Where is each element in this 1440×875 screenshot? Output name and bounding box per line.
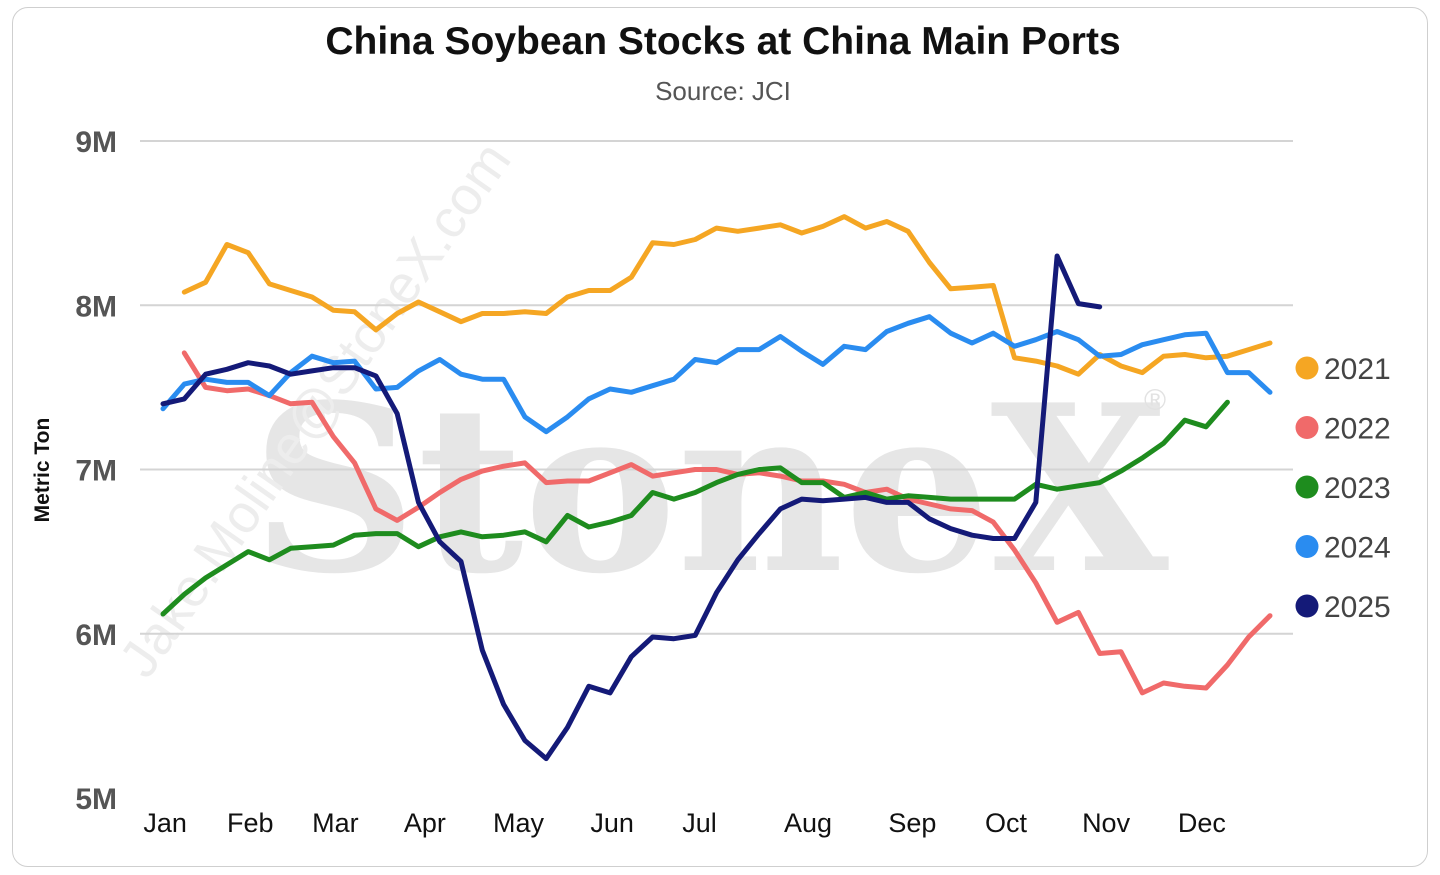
chart-subtitle: Source: JCI — [655, 76, 791, 106]
legend-marker-2021 — [1295, 356, 1319, 380]
legend-item-2025[interactable]: 2025 — [1295, 591, 1391, 624]
legend-label-2021: 2021 — [1324, 353, 1391, 386]
legend-item-2023[interactable]: 2023 — [1295, 472, 1391, 505]
x-tick-label-jul: Jul — [682, 808, 717, 838]
legend-marker-2024 — [1295, 535, 1319, 558]
chart-title: China Soybean Stocks at China Main Ports — [325, 20, 1120, 63]
y-tick-label: 8M — [75, 290, 117, 323]
legend-label-2023: 2023 — [1324, 472, 1391, 505]
series-line-2021 — [181, 214, 1273, 377]
legend-item-2024[interactable]: 2024 — [1295, 532, 1391, 565]
x-tick-label-feb: Feb — [227, 808, 274, 838]
x-tick-label-mar: Mar — [312, 808, 359, 838]
watermark-layer: StoneX ® Jake.Moline@StoneX.com — [108, 132, 1169, 688]
watermark-registered-mark: ® — [1144, 384, 1166, 417]
x-tick-label-may: May — [493, 808, 545, 838]
x-tick-label-dec: Dec — [1178, 808, 1226, 838]
y-tick-label: 7M — [75, 455, 117, 488]
legend-label-2025: 2025 — [1324, 591, 1391, 624]
y-axis-label: Metric Ton — [31, 418, 54, 523]
x-tick-label-nov: Nov — [1082, 808, 1131, 838]
legend-marker-2022 — [1295, 416, 1319, 439]
series-lines — [160, 214, 1273, 762]
x-tick-label-aug: Aug — [784, 808, 832, 838]
legend-marker-2025 — [1295, 594, 1319, 618]
y-axis-ticks: 5M 6M 7M 8M 9M — [75, 126, 117, 816]
legend-label-2022: 2022 — [1324, 413, 1391, 446]
x-axis-ticks: Jan Feb Mar Apr May Jun Jul Aug Sep Oct Nov Dec — [143, 808, 1226, 838]
x-tick-label-apr: Apr — [404, 808, 446, 838]
series-line-2023 — [160, 399, 1230, 617]
legend-marker-2023 — [1295, 475, 1319, 499]
series-line-2022 — [181, 350, 1273, 696]
y-tick-label: 9M — [75, 126, 117, 159]
chart-frame — [12, 7, 1428, 867]
legend-label-2024: 2024 — [1324, 532, 1391, 565]
legend: 2021 2022 2023 2024 2025 — [1295, 353, 1391, 624]
x-tick-label-jan: Jan — [143, 808, 187, 838]
series-line-2025 — [160, 253, 1103, 762]
watermark-brand: StoneX — [251, 355, 1169, 625]
x-tick-label-jun: Jun — [590, 808, 634, 838]
y-tick-label: 5M — [75, 783, 117, 816]
y-tick-label: 6M — [75, 619, 117, 652]
x-tick-label-sep: Sep — [888, 808, 936, 838]
series-line-2024 — [160, 314, 1273, 435]
x-tick-label-oct: Oct — [985, 808, 1028, 838]
legend-item-2021[interactable]: 2021 — [1295, 353, 1391, 386]
legend-item-2022[interactable]: 2022 — [1295, 413, 1391, 446]
